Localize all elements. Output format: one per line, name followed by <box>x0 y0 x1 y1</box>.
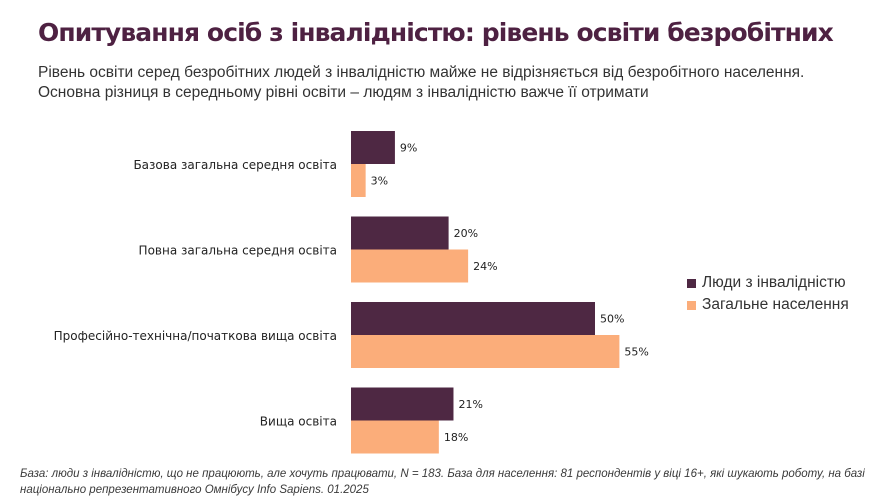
footnote: База: люди з інвалідністю, що не працюют… <box>20 468 865 496</box>
category-label: Повна загальна середня освіта <box>139 244 337 258</box>
bar-disabled <box>351 387 454 421</box>
legend-swatch-general <box>687 300 696 310</box>
bar-general <box>351 420 439 454</box>
legend-item-general: Загальне населення <box>687 294 849 316</box>
bar-general <box>351 335 620 368</box>
data-label: 24% <box>473 260 497 273</box>
legend-label-general: Загальне населення <box>702 296 849 313</box>
chart-title: Опитування осіб з інвалідністю: рівень о… <box>38 18 834 47</box>
legend-swatch-disabled <box>687 278 696 288</box>
category-label: Вища освіта <box>260 415 337 429</box>
subtitle-line-2: Основна різниця в середньому рівні освіт… <box>38 84 649 101</box>
bar-disabled <box>351 131 395 164</box>
data-label: 3% <box>371 175 388 188</box>
bar-disabled <box>351 302 595 335</box>
category-label: Базова загальна середня освіта <box>133 158 337 172</box>
bar-general <box>351 164 366 197</box>
data-label: 18% <box>444 431 468 444</box>
legend: Люди з інвалідністю Загальне населення <box>687 272 849 316</box>
legend-item-disabled: Люди з інвалідністю <box>687 272 849 294</box>
chart-subtitle: Рівень освіти серед безробітних людей з … <box>38 63 804 103</box>
data-label: 55% <box>624 346 648 359</box>
legend-label-disabled: Люди з інвалідністю <box>702 274 846 291</box>
bar-disabled <box>351 216 449 250</box>
category-label: Професійно-технічна/початкова вища освіт… <box>54 329 337 343</box>
data-label: 50% <box>600 313 624 326</box>
subtitle-line-1: Рівень освіти серед безробітних людей з … <box>38 64 805 81</box>
data-label: 20% <box>454 227 478 240</box>
bar-general <box>351 249 469 283</box>
data-label: 21% <box>458 398 482 411</box>
data-label: 9% <box>400 142 417 155</box>
